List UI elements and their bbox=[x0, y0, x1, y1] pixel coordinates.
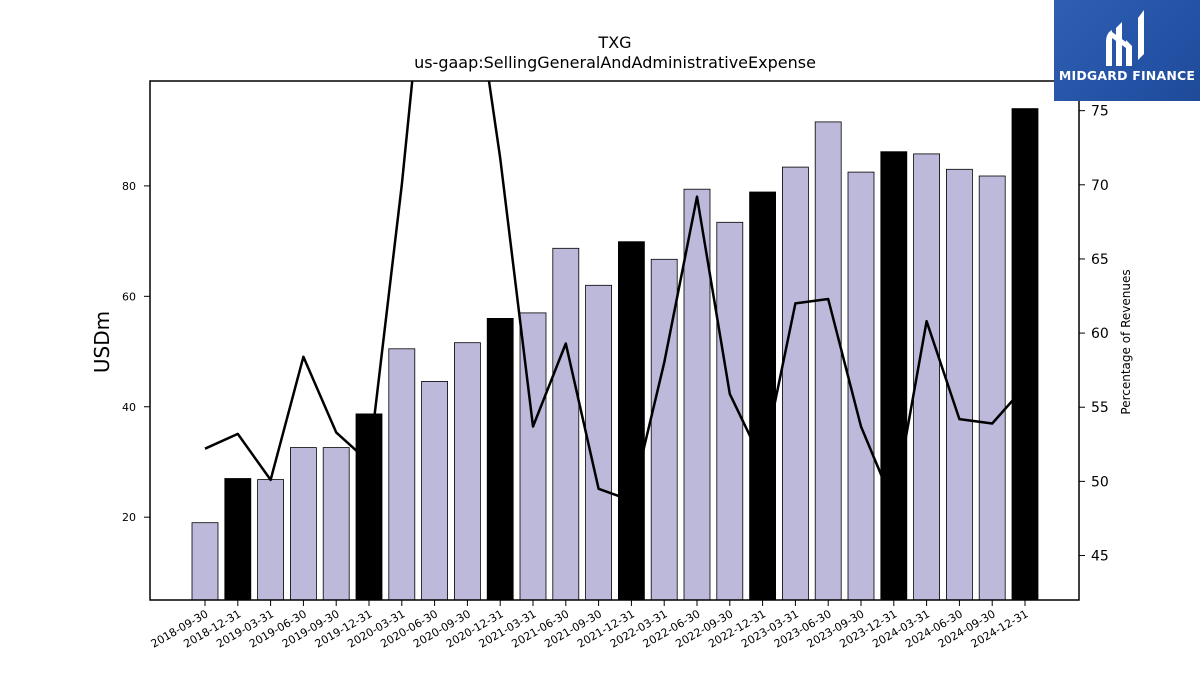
y2-axis-label: Percentage of Revenues bbox=[1119, 269, 1133, 414]
bar-2023-09-30 bbox=[847, 171, 875, 601]
bar-2018-09-30 bbox=[191, 522, 219, 601]
bar-2023-06-30 bbox=[814, 121, 842, 601]
bar-2019-12-31 bbox=[355, 413, 383, 601]
bar-2020-06-30 bbox=[421, 380, 449, 601]
bar-2020-09-30 bbox=[453, 342, 481, 601]
bars-layer bbox=[191, 108, 1039, 601]
y-axis-label: USDm bbox=[90, 311, 114, 373]
midgard-logo-icon bbox=[1106, 10, 1144, 66]
ytick-label: 40 bbox=[122, 401, 136, 414]
brand-logo: MIDGARD FINANCE bbox=[1054, 0, 1200, 101]
y2tick-label: 70 bbox=[1091, 178, 1109, 194]
left-axis: 20 40 60 80 bbox=[122, 180, 150, 524]
ytick-label: 20 bbox=[122, 511, 136, 524]
plot-frame bbox=[149, 80, 1080, 601]
y2tick-label: 45 bbox=[1091, 549, 1109, 565]
y2tick-label: 75 bbox=[1091, 104, 1109, 120]
chart-title: TXG bbox=[597, 33, 631, 52]
ytick-label: 60 bbox=[122, 290, 136, 303]
brand-name: MIDGARD FINANCE bbox=[1058, 68, 1196, 83]
bar-2022-12-31 bbox=[749, 191, 776, 601]
bar-2024-12-31 bbox=[1011, 108, 1039, 601]
bar-2023-12-31 bbox=[880, 151, 908, 601]
bar-2020-03-31 bbox=[388, 348, 416, 601]
line-series bbox=[204, 81, 1026, 507]
bar-2021-09-30 bbox=[585, 284, 612, 601]
bar-2022-06-30 bbox=[683, 188, 711, 601]
bar-2023-03-31 bbox=[782, 166, 809, 601]
y2tick-label: 55 bbox=[1091, 400, 1109, 416]
bar-2021-06-30 bbox=[552, 247, 580, 601]
x-axis: 2018-09-302018-12-312019-03-312019-06-30… bbox=[149, 600, 1031, 651]
bar-2024-09-30 bbox=[978, 175, 1006, 601]
y2tick-label: 65 bbox=[1091, 252, 1109, 268]
ytick-label: 80 bbox=[122, 180, 136, 193]
bar-2018-12-31 bbox=[224, 478, 252, 601]
bar-2019-06-30 bbox=[289, 447, 317, 601]
y2tick-label: 60 bbox=[1091, 326, 1109, 342]
line-layer bbox=[204, 81, 1026, 507]
bar-2021-12-31 bbox=[618, 241, 645, 601]
y2tick-label: 50 bbox=[1091, 474, 1109, 490]
bar-2019-09-30 bbox=[322, 447, 350, 601]
bar-2020-12-31 bbox=[486, 317, 514, 601]
bar-2024-06-30 bbox=[946, 168, 973, 601]
right-axis: 45 50 55 60 65 70 75 bbox=[1079, 104, 1109, 565]
bar-2019-03-31 bbox=[257, 479, 285, 601]
chart-subtitle: us-gaap:SellingGeneralAndAdministrativeE… bbox=[414, 53, 816, 72]
